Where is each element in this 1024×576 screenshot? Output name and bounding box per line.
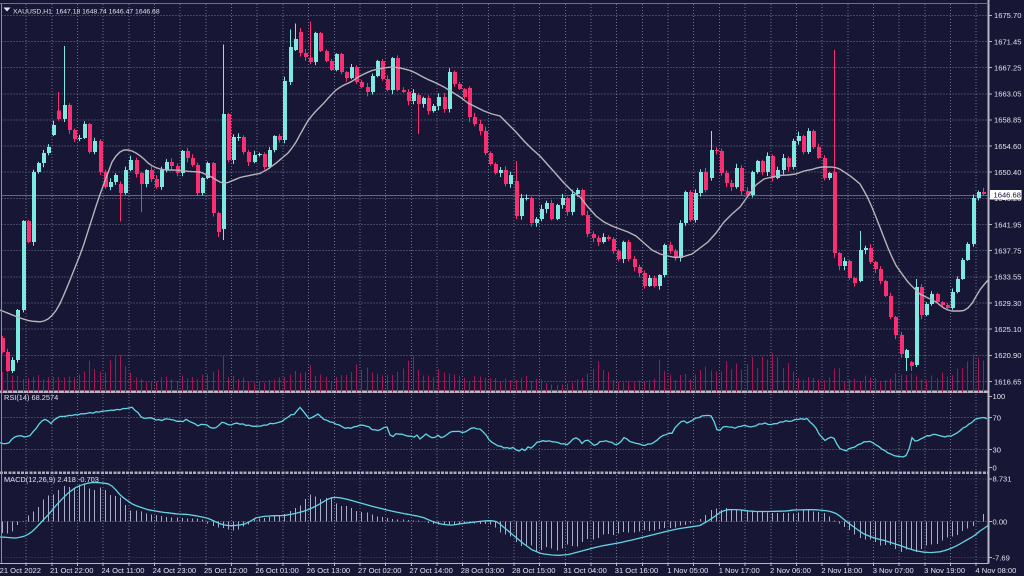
svg-text:0: 0 [993, 464, 997, 473]
svg-text:3 Nov 07:00: 3 Nov 07:00 [873, 566, 914, 575]
svg-text:1654.60: 1654.60 [994, 142, 1021, 151]
svg-text:70: 70 [993, 414, 1001, 423]
svg-text:26 Oct 01:00: 26 Oct 01:00 [255, 566, 298, 575]
svg-text:XAUUSD,H1 1647.18 1648.74 164: XAUUSD,H1 1647.18 1648.74 1646.47 1646.6… [13, 8, 160, 15]
svg-text:21 Oct 22:00: 21 Oct 22:00 [50, 566, 93, 575]
svg-text:0.00: 0.00 [993, 517, 1008, 526]
svg-text:1667.25: 1667.25 [994, 63, 1021, 72]
svg-text:27 Oct 14:00: 27 Oct 14:00 [409, 566, 452, 575]
svg-text:1641.95: 1641.95 [994, 220, 1021, 229]
svg-text:30: 30 [993, 445, 1001, 454]
svg-text:100: 100 [993, 392, 1006, 401]
svg-text:8.731: 8.731 [993, 475, 1012, 484]
svg-text:25 Oct 12:00: 25 Oct 12:00 [204, 566, 247, 575]
svg-text:1625.10: 1625.10 [994, 325, 1021, 334]
svg-text:1637.75: 1637.75 [994, 247, 1021, 256]
svg-text:28 Oct 15:00: 28 Oct 15:00 [512, 566, 555, 575]
svg-text:1616.65: 1616.65 [994, 377, 1021, 386]
svg-text:3 Nov 19:00: 3 Nov 19:00 [924, 566, 965, 575]
svg-text:1620.90: 1620.90 [994, 351, 1021, 360]
svg-text:24 Oct 11:00: 24 Oct 11:00 [102, 566, 145, 575]
svg-text:1675.70: 1675.70 [994, 11, 1021, 20]
svg-text:RSI(14) 68.2574: RSI(14) 68.2574 [4, 393, 58, 402]
svg-text:28 Oct 03:00: 28 Oct 03:00 [461, 566, 504, 575]
svg-text:1633.55: 1633.55 [994, 273, 1021, 282]
svg-text:4 Nov 08:00: 4 Nov 08:00 [975, 566, 1016, 575]
svg-text:1646.68: 1646.68 [994, 191, 1021, 200]
svg-text:1658.85: 1658.85 [994, 116, 1021, 125]
svg-text:21 Oct 2022: 21 Oct 2022 [0, 566, 41, 575]
svg-text:1671.45: 1671.45 [994, 37, 1021, 46]
svg-text:-7.69: -7.69 [993, 553, 1010, 562]
svg-text:27 Oct 02:00: 27 Oct 02:00 [358, 566, 401, 575]
svg-text:24 Oct 23:00: 24 Oct 23:00 [153, 566, 196, 575]
svg-text:2 Nov 06:00: 2 Nov 06:00 [770, 566, 811, 575]
svg-text:MACD(12,26,9) 2.418 -0.703: MACD(12,26,9) 2.418 -0.703 [4, 475, 99, 484]
svg-text:31 Oct 04:00: 31 Oct 04:00 [563, 566, 606, 575]
svg-text:1 Nov 17:00: 1 Nov 17:00 [719, 566, 760, 575]
svg-text:31 Oct 16:00: 31 Oct 16:00 [615, 566, 658, 575]
svg-text:1 Nov 05:00: 1 Nov 05:00 [667, 566, 708, 575]
svg-text:1663.05: 1663.05 [994, 90, 1021, 99]
svg-text:1629.30: 1629.30 [994, 299, 1021, 308]
svg-text:26 Oct 13:00: 26 Oct 13:00 [307, 566, 350, 575]
svg-text:2 Nov 18:00: 2 Nov 18:00 [821, 566, 862, 575]
svg-text:1650.40: 1650.40 [994, 168, 1021, 177]
